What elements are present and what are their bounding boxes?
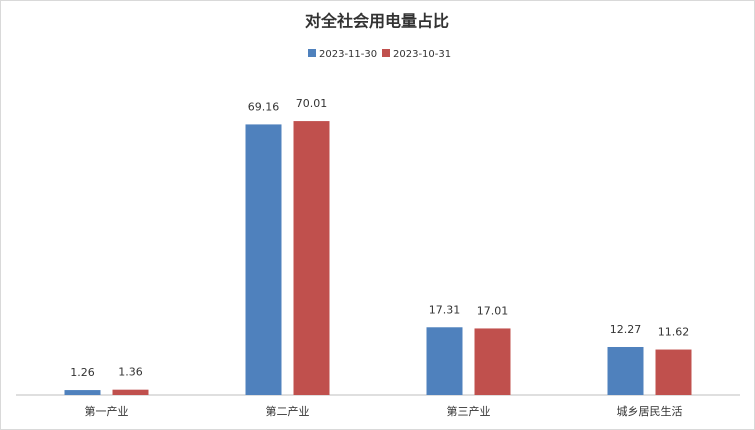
bar [64,390,101,395]
value-label: 17.01 [477,304,509,317]
bar [293,121,330,395]
x-tick-label: 第二产业 [266,404,310,418]
legend-swatch [382,49,390,57]
value-label: 70.01 [296,97,328,110]
value-label: 1.26 [70,366,95,379]
x-tick-label: 城乡居民生活 [617,404,683,418]
x-tick-label: 第三产业 [447,404,491,418]
bar [112,389,149,395]
value-label: 69.16 [248,100,280,113]
bar [426,327,463,395]
value-label: 12.27 [610,323,642,336]
legend-label: 2023-11-30 [319,49,377,60]
value-label: 1.36 [118,366,143,379]
value-label: 17.31 [429,303,461,316]
legend-swatch [308,49,316,57]
bar [245,124,282,395]
x-tick-label: 第一产业 [85,404,129,418]
bar [655,349,692,395]
legend-label: 2023-10-31 [393,49,451,60]
bar [474,328,511,395]
value-label: 11.62 [658,326,690,339]
bar [607,346,644,395]
chart-title: 对全社会用电量占比 [305,12,449,31]
